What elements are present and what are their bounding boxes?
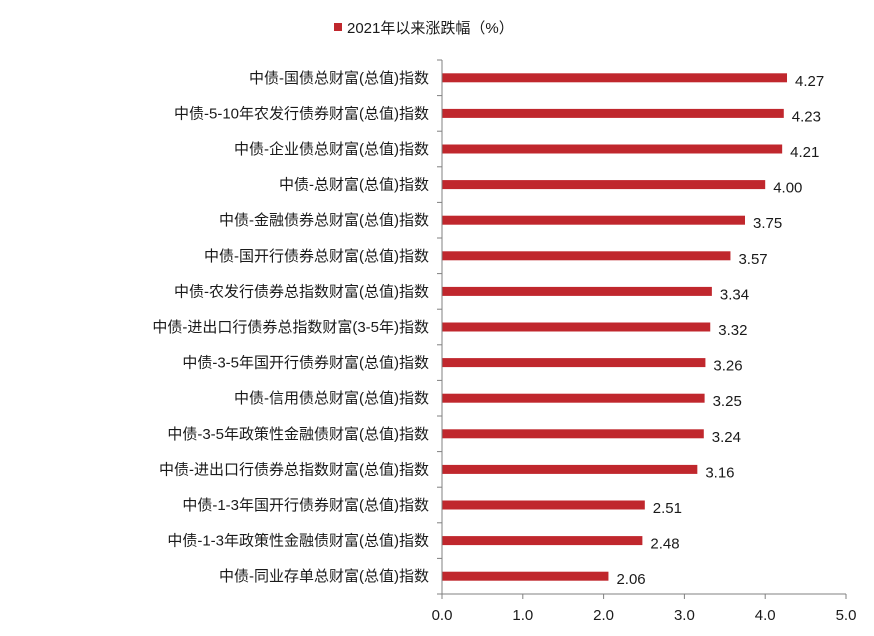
data-label: 4.21 (790, 144, 819, 161)
category-label: 中债-国开行债券总财富(总值)指数 (204, 247, 429, 265)
category-label: 中债-1-3年国开行债券财富(总值)指数 (182, 496, 429, 514)
bar (442, 144, 783, 154)
bar (442, 571, 609, 581)
bar (442, 429, 704, 439)
bar (442, 500, 645, 510)
x-tick-label: 1.0 (512, 607, 533, 624)
data-label: 3.57 (738, 251, 767, 268)
category-label: 中债-国债总财富(总值)指数 (249, 69, 429, 87)
x-tick-label: 4.0 (755, 607, 776, 624)
data-label: 3.16 (705, 464, 734, 481)
category-label: 中债-1-3年政策性金融债财富(总值)指数 (167, 532, 429, 550)
bar (442, 215, 745, 225)
data-label: 4.00 (773, 180, 802, 197)
category-label: 中债-进出口行债券总指数财富(3-5年)指数 (152, 318, 429, 336)
bar (442, 251, 731, 261)
data-label: 3.25 (713, 393, 742, 410)
category-label: 中债-信用债总财富(总值)指数 (234, 389, 429, 407)
legend-label: 2021年以来涨跌幅（%） (347, 20, 514, 37)
x-tick-label: 0.0 (432, 607, 453, 624)
bar (442, 358, 706, 368)
bar (442, 286, 712, 296)
category-label: 中债-同业存单总财富(总值)指数 (219, 567, 429, 585)
legend-swatch (334, 23, 342, 31)
bar (442, 73, 788, 83)
category-label: 中债-农发行债券总指数财富(总值)指数 (174, 282, 429, 300)
data-label: 4.27 (795, 73, 824, 90)
category-label: 中债-企业债总财富(总值)指数 (234, 140, 429, 158)
data-label: 4.23 (792, 108, 821, 125)
data-label: 3.34 (720, 286, 749, 303)
category-label: 中债-3-5年国开行债券财富(总值)指数 (182, 354, 429, 372)
bar (442, 180, 766, 190)
x-tick-label: 2.0 (593, 607, 614, 624)
bar (442, 464, 698, 474)
data-label: 3.75 (753, 215, 782, 232)
legend: 2021年以来涨跌幅（%） (334, 20, 514, 37)
bar (442, 536, 643, 546)
x-tick-label: 5.0 (836, 607, 857, 624)
x-tick-label: 3.0 (674, 607, 695, 624)
bar (442, 108, 784, 118)
data-label: 3.32 (718, 322, 747, 339)
bar (442, 393, 705, 403)
data-label: 2.06 (616, 571, 645, 588)
data-label: 3.26 (713, 358, 742, 375)
data-label: 2.51 (653, 500, 682, 517)
category-label: 中债-金融债券总财富(总值)指数 (219, 211, 429, 229)
category-label: 中债-5-10年农发行债券财富(总值)指数 (174, 104, 429, 122)
plot-area: 0.0 1.0 2.0 3.0 4.0 5.0 中债-国债总财富(总值)指数 4.27 中债-5… (152, 59, 857, 624)
data-label: 3.24 (712, 429, 741, 446)
category-label: 中债-3-5年政策性金融债财富(总值)指数 (167, 425, 429, 443)
bar (442, 322, 711, 332)
category-label: 中债-进出口行债券总指数财富(总值)指数 (159, 460, 429, 478)
category-label: 中债-总财富(总值)指数 (279, 176, 429, 194)
data-label: 2.48 (650, 536, 679, 553)
